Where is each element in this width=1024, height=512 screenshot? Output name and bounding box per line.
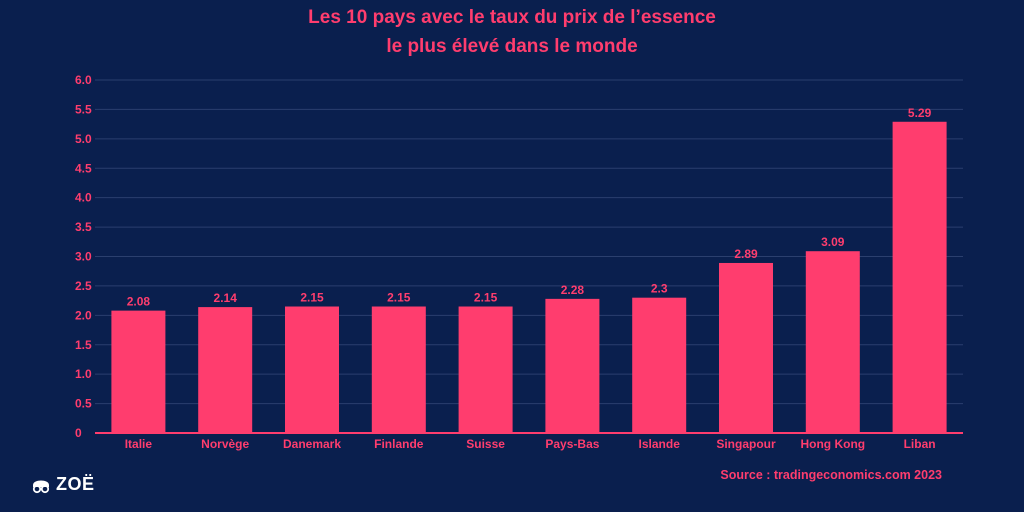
data-label: 2.89	[734, 247, 758, 261]
x-tick-label: Norvège	[201, 437, 249, 451]
y-tick-label: 3.0	[75, 250, 92, 264]
bar	[371, 306, 426, 433]
data-label: 2.15	[300, 291, 324, 305]
y-tick-label: 2.5	[75, 279, 92, 293]
y-tick-label: 4.5	[75, 161, 92, 175]
x-tick-label: Hong Kong	[800, 437, 865, 451]
y-tick-label: 4.0	[75, 191, 92, 205]
bar	[719, 262, 773, 433]
bar	[892, 121, 947, 433]
brand-name: ZOË	[56, 474, 95, 494]
bar	[458, 306, 513, 433]
bar	[111, 310, 166, 433]
x-tick-label: Suisse	[466, 437, 505, 451]
data-label: 3.09	[821, 235, 845, 249]
glasses-face-icon	[30, 476, 52, 494]
bar	[198, 307, 253, 433]
x-tick-label: Singapour	[716, 437, 776, 451]
x-tick-label: Liban	[904, 437, 936, 451]
chart-title-line-1: Les 10 pays avec le taux du prix de l’es…	[308, 7, 716, 28]
bar	[632, 297, 687, 433]
brand-logo: ZOË	[30, 474, 95, 495]
source-note: Source : tradingeconomics.com 2023	[720, 468, 942, 482]
y-tick-label: 1.5	[75, 338, 92, 352]
data-label: 2.28	[561, 283, 585, 297]
data-label: 5.29	[908, 106, 932, 120]
x-tick-label: Danemark	[283, 437, 341, 451]
x-tick-label: Finlande	[374, 437, 424, 451]
y-tick-label: 2.0	[75, 308, 92, 322]
bar	[805, 251, 860, 433]
data-label: 2.15	[387, 291, 411, 305]
y-tick-label: 3.5	[75, 220, 92, 234]
bar	[545, 298, 600, 433]
x-tick-label: Pays-Bas	[545, 437, 599, 451]
y-tick-label: 5.5	[75, 102, 92, 116]
y-tick-label: 0	[75, 426, 82, 440]
y-tick-label: 5.0	[75, 132, 92, 146]
y-tick-label: 6.0	[75, 73, 92, 87]
bar	[285, 306, 339, 433]
y-tick-label: 1.0	[75, 367, 92, 381]
data-label: 2.15	[474, 291, 498, 305]
x-tick-label: Islande	[639, 437, 681, 451]
x-tick-label: Italie	[125, 437, 153, 451]
data-label: 2.08	[127, 295, 151, 309]
data-label: 2.14	[214, 291, 238, 305]
chart-title-line-2: le plus élevé dans le monde	[386, 36, 638, 57]
y-tick-label: 0.5	[75, 397, 92, 411]
data-label: 2.3	[651, 282, 668, 296]
